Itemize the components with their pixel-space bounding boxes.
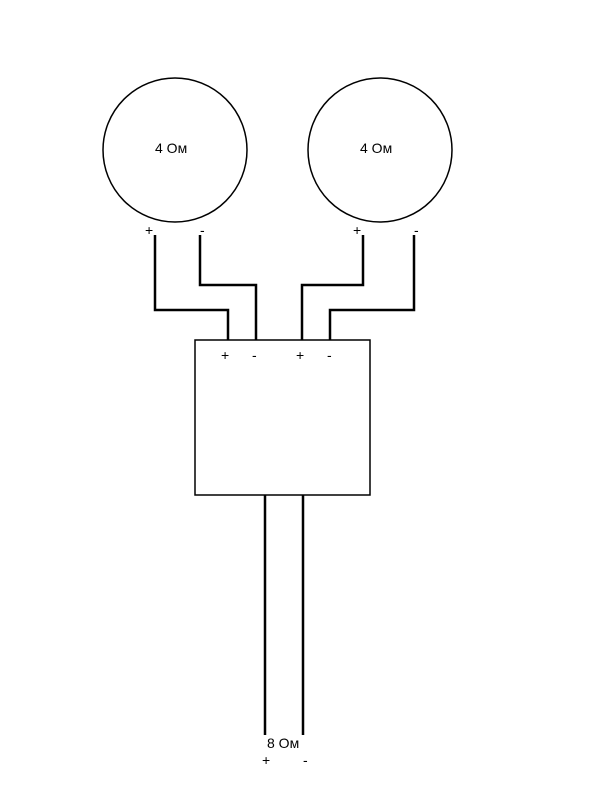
speaker-left-minus: - [200,222,205,238]
speaker-left-plus: + [145,222,153,238]
wire-left-plus [155,235,228,340]
output-label: 8 Ом [267,735,299,751]
speaker-right-minus: - [414,222,419,238]
wire-right-plus [302,235,363,340]
speaker-right-label: 4 Ом [360,140,392,156]
wire-right-minus [330,235,414,340]
box-terminal-3: + [296,347,304,363]
speaker-left-label: 4 Ом [155,140,187,156]
box-terminal-1: + [221,347,229,363]
junction-box [195,340,370,495]
circuit-diagram [0,0,600,800]
box-terminal-4: - [327,347,332,363]
box-terminal-2: - [252,347,257,363]
output-minus: - [303,752,308,768]
output-plus: + [262,752,270,768]
speaker-right-plus: + [353,222,361,238]
